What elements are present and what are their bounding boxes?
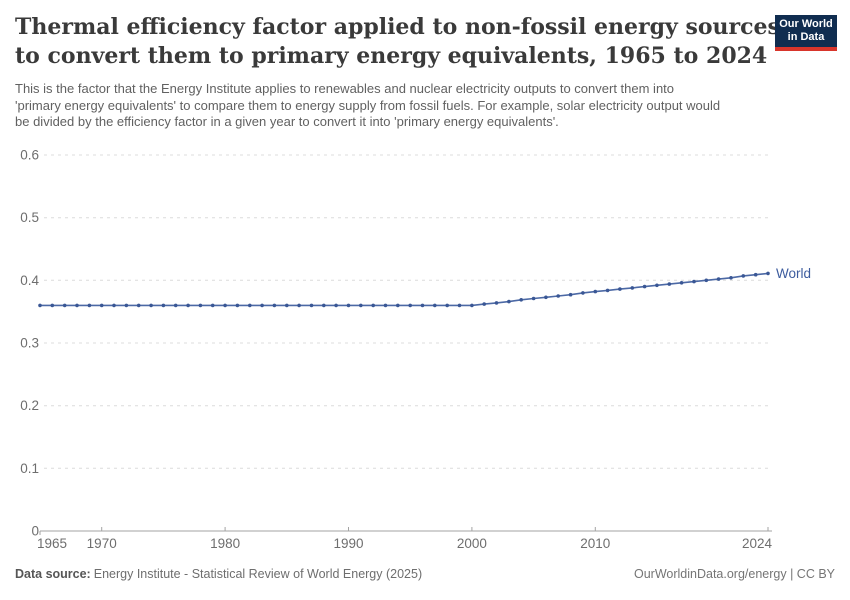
- svg-text:0.3: 0.3: [20, 336, 39, 351]
- data-point-marker: [223, 303, 227, 308]
- data-point-marker: [198, 303, 203, 308]
- svg-text:1970: 1970: [87, 536, 117, 551]
- data-point-marker: [396, 303, 400, 308]
- data-point-marker: [568, 292, 573, 297]
- svg-text:2010: 2010: [580, 536, 610, 551]
- data-point-marker: [470, 303, 474, 308]
- logo-text-line-1: Our World: [779, 18, 833, 30]
- data-point-marker: [457, 303, 462, 308]
- data-source-text: Energy Institute - Statistical Review of…: [93, 567, 423, 581]
- data-point-marker: [136, 303, 141, 308]
- data-point-marker: [642, 284, 647, 289]
- data-point-marker: [753, 272, 758, 277]
- subtitle-line-2: 'primary energy equivalents' to compare …: [15, 97, 721, 113]
- svg-text:0.1: 0.1: [20, 461, 39, 476]
- chart-subtitle: This is the factor that the Energy Insti…: [15, 81, 720, 131]
- data-point-marker: [531, 296, 536, 301]
- world-series-label: World: [776, 266, 811, 281]
- data-point-marker: [445, 303, 450, 308]
- data-point-marker: [408, 303, 413, 308]
- data-source: Data source: Energy Institute - Statistic…: [15, 567, 422, 581]
- svg-text:0.2: 0.2: [20, 398, 39, 413]
- data-point-marker: [38, 303, 42, 308]
- attribution: OurWorldinData.org/energy | CC BY: [633, 567, 835, 581]
- data-point-marker: [716, 277, 721, 281]
- data-point-marker: [383, 303, 388, 308]
- data-point-marker: [285, 303, 289, 308]
- data-point-marker: [655, 283, 659, 288]
- svg-text:0.4: 0.4: [20, 273, 39, 288]
- footer: Data source: Energy Institute - Statistic…: [15, 567, 835, 581]
- data-point-marker: [87, 303, 92, 308]
- data-point-marker: [112, 303, 116, 308]
- data-point-marker: [618, 287, 622, 291]
- page-title: Thermal efficiency factor applied to non…: [15, 13, 780, 71]
- data-point-marker: [556, 294, 560, 298]
- svg-text:0: 0: [31, 524, 39, 539]
- data-point-marker: [593, 289, 598, 294]
- title-line-2: to convert them to primary energy equiva…: [15, 43, 768, 69]
- data-point-marker: [334, 303, 338, 308]
- data-point-marker: [581, 291, 585, 295]
- data-point-marker: [741, 274, 746, 278]
- data-point-marker: [433, 303, 437, 308]
- svg-text:0.5: 0.5: [20, 210, 39, 225]
- data-point-marker: [692, 279, 696, 284]
- data-point-marker: [679, 281, 684, 285]
- subtitle-line-3: be divided by the efficiency factor in a…: [15, 114, 559, 129]
- data-point-marker: [173, 303, 178, 308]
- data-point-marker: [309, 303, 314, 308]
- data-point-marker: [272, 303, 277, 308]
- data-point-marker: [766, 271, 770, 276]
- subtitle-line-1: This is the factor that the Energy Insti…: [15, 81, 675, 96]
- svg-text:1990: 1990: [333, 536, 363, 551]
- data-point-marker: [346, 303, 351, 308]
- svg-text:2000: 2000: [457, 536, 487, 551]
- data-point-marker: [99, 303, 104, 308]
- data-point-marker: [186, 303, 190, 308]
- svg-text:1965: 1965: [37, 536, 67, 551]
- data-point-marker: [260, 303, 264, 308]
- data-point-marker: [149, 303, 153, 308]
- world-series-line: [40, 272, 769, 307]
- svg-text:2024: 2024: [742, 536, 773, 551]
- data-point-marker: [50, 303, 55, 308]
- data-point-marker: [62, 303, 67, 308]
- data-point-marker: [75, 303, 79, 308]
- data-point-marker: [297, 303, 301, 308]
- data-point-marker: [359, 303, 363, 308]
- logo-text-line-2: in Data: [787, 31, 825, 43]
- data-point-marker: [210, 303, 215, 308]
- data-point-marker: [161, 303, 166, 308]
- owid-logo: Our World in Data: [775, 15, 837, 51]
- data-point-marker: [322, 303, 326, 308]
- title-line-1: Thermal efficiency factor applied to non…: [15, 14, 780, 40]
- data-point-marker: [507, 299, 511, 304]
- svg-text:0.6: 0.6: [20, 148, 39, 163]
- data-point-marker: [494, 301, 499, 305]
- x-axis-tick-labels: 1965 1970 1980 1990 2000 2010 2024: [37, 536, 772, 551]
- svg-text:1980: 1980: [210, 536, 240, 551]
- data-point-marker: [704, 278, 709, 283]
- data-point-marker: [371, 303, 376, 308]
- data-point-marker: [420, 303, 425, 308]
- y-axis-tick-labels: 0 0.1 0.2 0.3 0.4 0.5 0.6: [20, 148, 39, 539]
- world-series: [38, 271, 770, 308]
- gridlines: [44, 154, 772, 469]
- data-point-marker: [235, 303, 240, 308]
- data-point-marker: [544, 295, 548, 300]
- data-point-marker: [630, 286, 635, 290]
- x-axis: [39, 527, 772, 535]
- data-point-marker: [519, 298, 523, 302]
- data-source-label: Data source:: [15, 567, 91, 581]
- data-point-marker: [605, 288, 610, 293]
- data-point-marker: [248, 303, 252, 308]
- data-point-marker: [729, 276, 733, 280]
- data-point-marker: [124, 303, 129, 308]
- data-point-marker: [482, 302, 487, 306]
- data-point-marker: [667, 282, 672, 286]
